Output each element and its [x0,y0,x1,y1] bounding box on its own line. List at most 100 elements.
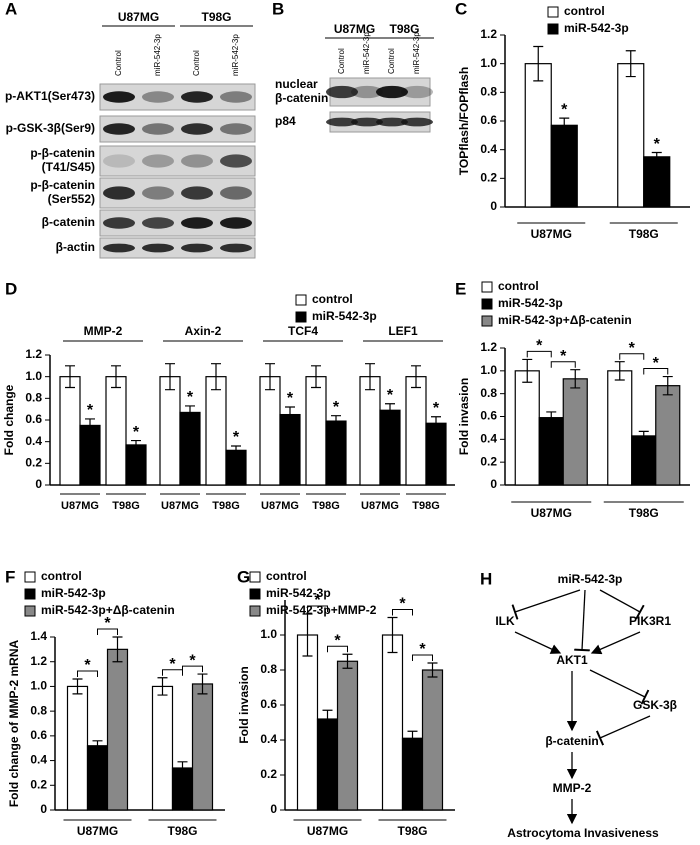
legend-swatch [481,298,493,310]
significance-star: * [104,615,111,632]
x-tick-label: U87MG [61,500,99,512]
error-bar [342,653,353,669]
row-label: β-catenin [275,91,328,105]
y-tick-label: 0.8 [480,386,497,400]
error-bar [322,709,333,729]
row-label: (Ser552) [48,192,95,206]
bar [562,378,588,486]
significance-star: * [334,632,341,649]
row-label: β-actin [56,240,95,254]
x-tick-label: U87MG [161,500,199,512]
y-tick-label: 1.2 [30,654,47,668]
x-tick-label: T98G [397,824,427,838]
bar [336,660,359,811]
significance-bracket [327,645,348,653]
panel-label: H [480,569,492,588]
significance-star: * [233,429,240,446]
band [326,117,358,127]
y-tick-label: 0.2 [480,454,497,468]
significance-bracket [526,350,552,358]
node: ILK [495,614,515,628]
bar [106,648,129,811]
lane-label: miR-542-3p [231,34,240,76]
error-bar [385,403,395,418]
y-tick-label: 1.0 [480,363,497,377]
y-tick-label: 0.4 [480,432,497,446]
error-bar [177,761,188,775]
bar [643,156,671,208]
significance-star: * [536,338,543,355]
legend-label: control [266,569,307,583]
row-label: p-β-catenin [30,178,95,192]
band [181,217,213,229]
legend-swatch [547,6,559,18]
y-tick-label: 0.4 [260,732,277,746]
bar [524,63,552,208]
bar [279,413,301,486]
y-axis-label: TOPflash/FOPflash [457,67,471,175]
legend-swatch [24,588,36,600]
node: MMP-2 [553,781,592,795]
group-label: LEF1 [388,324,418,338]
bar [66,685,89,811]
significance-star: * [561,101,568,118]
bar [86,745,109,811]
band [220,243,252,253]
significance-bracket [550,361,576,368]
x-tick-label: T98G [112,500,140,512]
node: Astrocytoma Invasiveness [507,826,659,840]
y-tick-label: 0 [35,477,42,491]
x-tick-label: T98G [412,500,440,512]
error-bar [570,369,581,389]
bar [125,444,147,486]
band [103,186,135,200]
panel-label: G [237,567,250,586]
significance-star: * [433,400,440,417]
band [220,154,252,168]
legend-swatch [249,571,261,583]
significance-star: * [189,652,196,669]
y-tick-label: 0 [40,802,47,816]
bar [538,417,564,486]
legend-swatch [249,605,261,617]
legend-label: miR-542-3p+MMP-2 [266,603,377,617]
significance-bracket [307,605,328,612]
legend-label: control [564,4,605,18]
band [142,243,174,253]
y-tick-label: 0.8 [480,85,497,99]
bar [59,376,81,486]
error-bar [112,636,123,663]
error-bar [197,673,208,695]
pathway-diagram: H miR-542-3p ILK PIK3R1 AKT1 GSK-3β β-ca… [480,569,677,840]
error-bar [92,740,103,752]
error-bar [365,363,375,391]
legend-label: control [498,279,539,293]
error-bar [211,363,221,391]
inhibit-edge [595,715,651,746]
x-tick-label: U87MG [361,500,399,512]
significance-star: * [87,402,94,419]
error-bar [231,445,241,456]
band [220,217,252,229]
y-axis-label: Fold invasion [237,666,251,743]
error-bar [431,416,441,431]
inhibit-edge [599,589,645,620]
error-bar [111,365,121,389]
bar [151,685,174,811]
significance-star: * [314,592,321,609]
legend-label: miR-542-3p [498,296,563,310]
error-bar [157,677,168,696]
significance-bracket [77,670,98,678]
significance-star: * [419,641,426,658]
legend-label: control [312,292,353,306]
x-tick-label: U87MG [531,227,572,241]
group-label: MMP-2 [84,324,123,338]
lane-label: Control [192,50,201,76]
x-tick-label: T98G [312,500,340,512]
panel-label: A [5,0,17,18]
y-tick-label: 1.0 [480,56,497,70]
legend-label: miR-542-3p+Δβ-catenin [498,313,632,327]
y-tick-label: 0.4 [480,142,497,156]
error-bar [185,405,195,420]
significance-star: * [133,424,140,441]
